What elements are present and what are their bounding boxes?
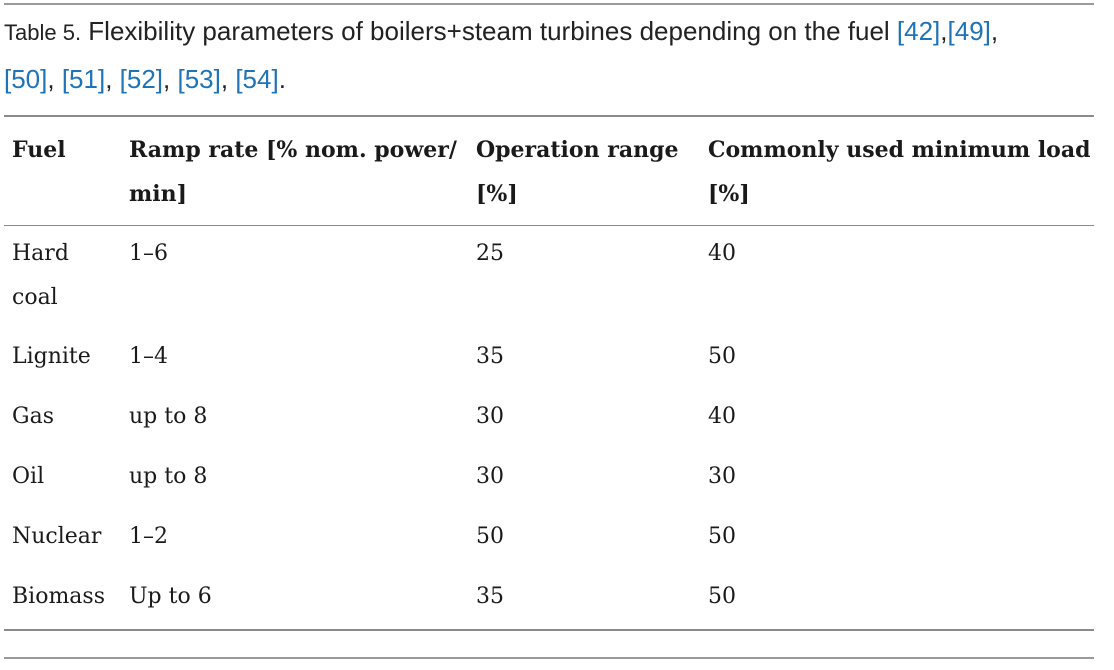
ramp-cell: 1–6: [129, 241, 168, 266]
fuel-cell: Lignite: [12, 344, 91, 369]
reference-link-49[interactable]: [49]: [947, 16, 991, 46]
fuel-cell: Biomass: [12, 584, 106, 609]
min-load-cell: 30: [708, 464, 736, 489]
table-bottom-rule: [4, 629, 1094, 631]
range-cell: 35: [476, 584, 504, 609]
reference-link-52[interactable]: [52]: [119, 64, 164, 94]
reference-link-54[interactable]: [54]: [235, 64, 279, 94]
caption-text: Flexibility parameters of boilers+steam …: [81, 16, 897, 46]
range-cell: 30: [476, 404, 504, 429]
header-operation-range: Operation range [%]: [476, 128, 696, 216]
table-row-hard-coal-fuel: Hard coal: [12, 232, 120, 320]
fuel-cell: Nuclear: [12, 524, 102, 549]
fuel-cell-line2: coal: [12, 285, 58, 310]
header-bottom-rule: [4, 225, 1094, 226]
header-ramp-rate-line2: min]: [129, 181, 188, 207]
table-caption: Table 5. Flexibility parameters of boile…: [4, 16, 999, 94]
header-ramp-rate: Ramp rate [% nom. power/ min]: [129, 128, 459, 216]
ramp-cell: 1–4: [129, 344, 168, 369]
caption-label: Table 5.: [4, 20, 82, 45]
reference-link-53[interactable]: [53]: [177, 64, 221, 94]
range-cell: 25: [476, 241, 504, 266]
header-operation-range-line2: [%]: [476, 181, 518, 207]
header-ramp-rate-line1: Ramp rate [% nom. power/: [129, 137, 457, 163]
reference-link-50[interactable]: [50]: [4, 64, 48, 94]
table-top-rule: [4, 115, 1094, 117]
range-cell: 30: [476, 464, 504, 489]
fuel-cell-line1: Hard: [12, 241, 69, 266]
min-load-cell: 50: [708, 524, 736, 549]
top-rule: [4, 3, 1094, 5]
min-load-cell: 50: [708, 584, 736, 609]
ramp-cell: 1–2: [129, 524, 168, 549]
min-load-cell: 40: [708, 404, 736, 429]
reference-link-51[interactable]: [51]: [61, 64, 106, 94]
header-fuel: Fuel: [12, 128, 120, 172]
header-operation-range-line1: Operation range: [476, 137, 679, 163]
fuel-cell: Gas: [12, 404, 54, 429]
header-minimum-load: Commonly used minimum load [%]: [708, 128, 1098, 216]
range-cell: 35: [476, 344, 504, 369]
header-minimum-load-line1: Commonly used minimum load: [708, 137, 1091, 163]
header-fuel-label: Fuel: [12, 137, 66, 163]
reference-link-42[interactable]: [42]: [896, 16, 941, 46]
ramp-cell: Up to 6: [129, 584, 212, 609]
min-load-cell: 50: [708, 344, 736, 369]
min-load-cell: 40: [708, 241, 736, 266]
fuel-cell: Oil: [12, 464, 45, 489]
ramp-cell: up to 8: [129, 464, 208, 489]
footer-rule: [4, 657, 1094, 659]
header-minimum-load-line2: [%]: [708, 181, 750, 207]
ramp-cell: up to 8: [129, 404, 208, 429]
range-cell: 50: [476, 524, 504, 549]
